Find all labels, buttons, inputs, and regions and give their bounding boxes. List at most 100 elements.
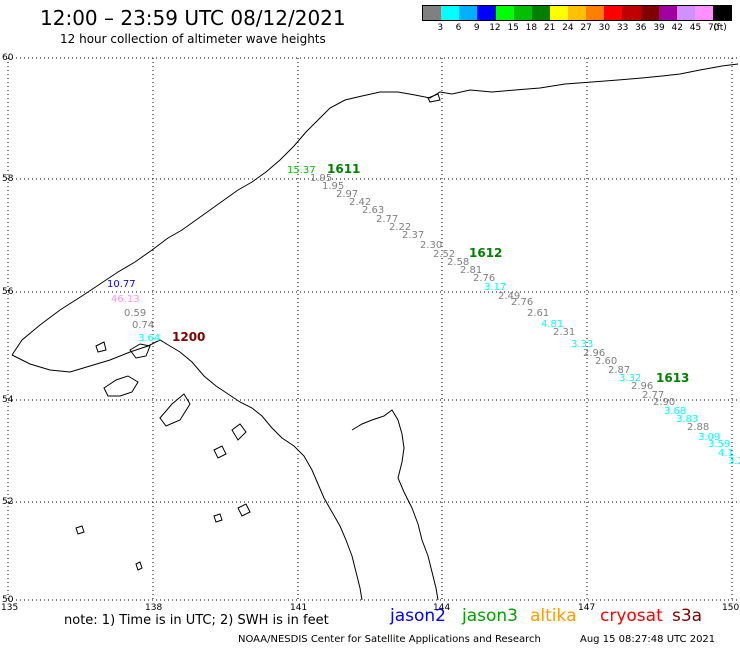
- satellite-cryosat: cryosat: [600, 606, 663, 626]
- obs-value: 2.58: [447, 257, 469, 268]
- scale-label: 24: [562, 23, 574, 33]
- coastline-island-10: [135, 561, 143, 571]
- lon-label-135: 135: [1, 603, 18, 613]
- coastline-mainland: [11, 63, 739, 356]
- obs-value: 2.97: [336, 189, 358, 200]
- scale-cell: [441, 6, 460, 20]
- color-scale-legend: 3 6 9 12 15 18 21 24 27 30 33 36 39 42 45 70 (ft): [422, 5, 732, 35]
- lat-label-60: 60: [2, 53, 14, 63]
- obs-value: 1.95: [322, 181, 344, 192]
- obs-value: 3.27: [728, 456, 740, 467]
- scale-unit: (ft): [713, 23, 727, 33]
- scale-label: 9: [473, 23, 480, 33]
- coastline-south: [11, 339, 363, 601]
- map-title: 12:00 – 23:59 UTC 08/12/2021: [40, 6, 346, 30]
- obs-value: 46.13: [111, 294, 140, 305]
- satellite-jason3: jason3: [462, 606, 518, 626]
- obs-value: 3.83: [676, 414, 698, 425]
- color-scale-bar: [422, 5, 732, 21]
- obs-value: 2.30: [420, 240, 442, 251]
- lat-label-56: 56: [2, 287, 14, 297]
- obs-value: 3.68: [664, 406, 686, 417]
- scale-label: 6: [455, 23, 462, 33]
- scale-label: 18: [525, 23, 538, 33]
- obs-value: 2.63: [362, 205, 384, 216]
- obs-value: 4.81: [541, 319, 563, 330]
- credit-text: NOAA/NESDIS Center for Satellite Applica…: [238, 634, 541, 645]
- obs-value: 3.32: [619, 373, 641, 384]
- scale-label: 36: [635, 23, 647, 33]
- obs-value: 2.77: [376, 214, 398, 225]
- obs-value: 0.59: [124, 308, 146, 319]
- obs-value: 2.49: [498, 291, 520, 302]
- scale-cell: [477, 6, 496, 20]
- obs-value: 2.81: [460, 265, 482, 276]
- obs-value: 2.22: [389, 222, 411, 233]
- obs-value: 2.76: [473, 273, 495, 284]
- scale-cell: [622, 6, 641, 20]
- coastline-island-9: [213, 513, 223, 523]
- pass-label-1611: 1611: [327, 162, 360, 176]
- scale-label: 15: [507, 23, 519, 33]
- coastline-sakhalin: [351, 409, 439, 601]
- obs-value: 0.74: [132, 320, 154, 331]
- scale-cell: [568, 6, 587, 20]
- obs-value: 2.96: [583, 348, 605, 359]
- coastline-island-4: [231, 423, 247, 441]
- obs-value: 4.1: [718, 448, 734, 459]
- scale-label: 27: [580, 23, 592, 33]
- map-subtitle: 12 hour collection of altimeter wave hei…: [60, 32, 326, 46]
- obs-value: 2.42: [349, 197, 371, 208]
- lon-label-147: 147: [578, 603, 595, 613]
- obs-value: 2.76: [511, 297, 533, 308]
- pass-label-1200: 1200: [172, 330, 205, 344]
- coastline-island-3: [129, 343, 151, 359]
- obs-value: 2.90: [653, 397, 675, 408]
- obs-value: 2.77: [642, 390, 664, 401]
- scale-cell: [694, 6, 713, 20]
- satellite-s3a: s3a: [672, 606, 703, 626]
- coastline-island-2: [159, 393, 191, 427]
- lon-label-144: 144: [433, 603, 450, 613]
- obs-value: 2.31: [553, 327, 575, 338]
- scale-label: 39: [653, 23, 665, 33]
- scale-cell: [640, 6, 659, 20]
- lat-label-52: 52: [2, 497, 13, 507]
- generated-timestamp: Aug 15 08:27:48 UTC 2021: [580, 634, 716, 645]
- coastline-island-7: [237, 503, 251, 517]
- scale-label: 42: [671, 23, 684, 33]
- lon-label-138: 138: [145, 603, 162, 613]
- coastline-island-11: [427, 93, 441, 103]
- obs-value: 2.60: [595, 356, 617, 367]
- scale-cell: [531, 6, 550, 20]
- scale-label: 33: [616, 23, 629, 33]
- coastline-island-6: [95, 341, 107, 353]
- obs-value: 10.77: [107, 279, 136, 290]
- obs-value: 2.88: [687, 422, 709, 433]
- obs-value: 2.87: [608, 365, 630, 376]
- obs-value: 3.64: [138, 333, 160, 344]
- obs-value: 3.33: [571, 339, 593, 350]
- coastline-island-8: [75, 525, 85, 535]
- pass-label-1613: 1613: [656, 371, 689, 385]
- lon-label-141: 141: [290, 603, 307, 613]
- scale-cell: [604, 6, 623, 20]
- scale-label: 70: [708, 23, 720, 33]
- satellite-jason2: jason2: [390, 606, 446, 626]
- lat-label-50: 50: [2, 595, 14, 605]
- obs-value: 3.17: [484, 282, 506, 293]
- coastline-island-5: [213, 445, 227, 459]
- satellite-altika: altika: [530, 606, 577, 626]
- obs-value: 2.61: [527, 308, 549, 319]
- scale-cell: [513, 6, 532, 20]
- lat-label-54: 54: [2, 395, 14, 405]
- obs-value: 1.95: [310, 173, 332, 184]
- scale-cell: [549, 6, 568, 20]
- color-scale-labels: 3 6 9 12 15 18 21 24 27 30 33 36 39 42 45 70 (ft): [422, 21, 732, 35]
- latitude-labels: 60 58 56 54 52 50: [2, 53, 14, 605]
- scale-cell: [495, 6, 514, 20]
- lat-label-58: 58: [2, 174, 14, 184]
- obs-value: 3.09: [698, 432, 720, 443]
